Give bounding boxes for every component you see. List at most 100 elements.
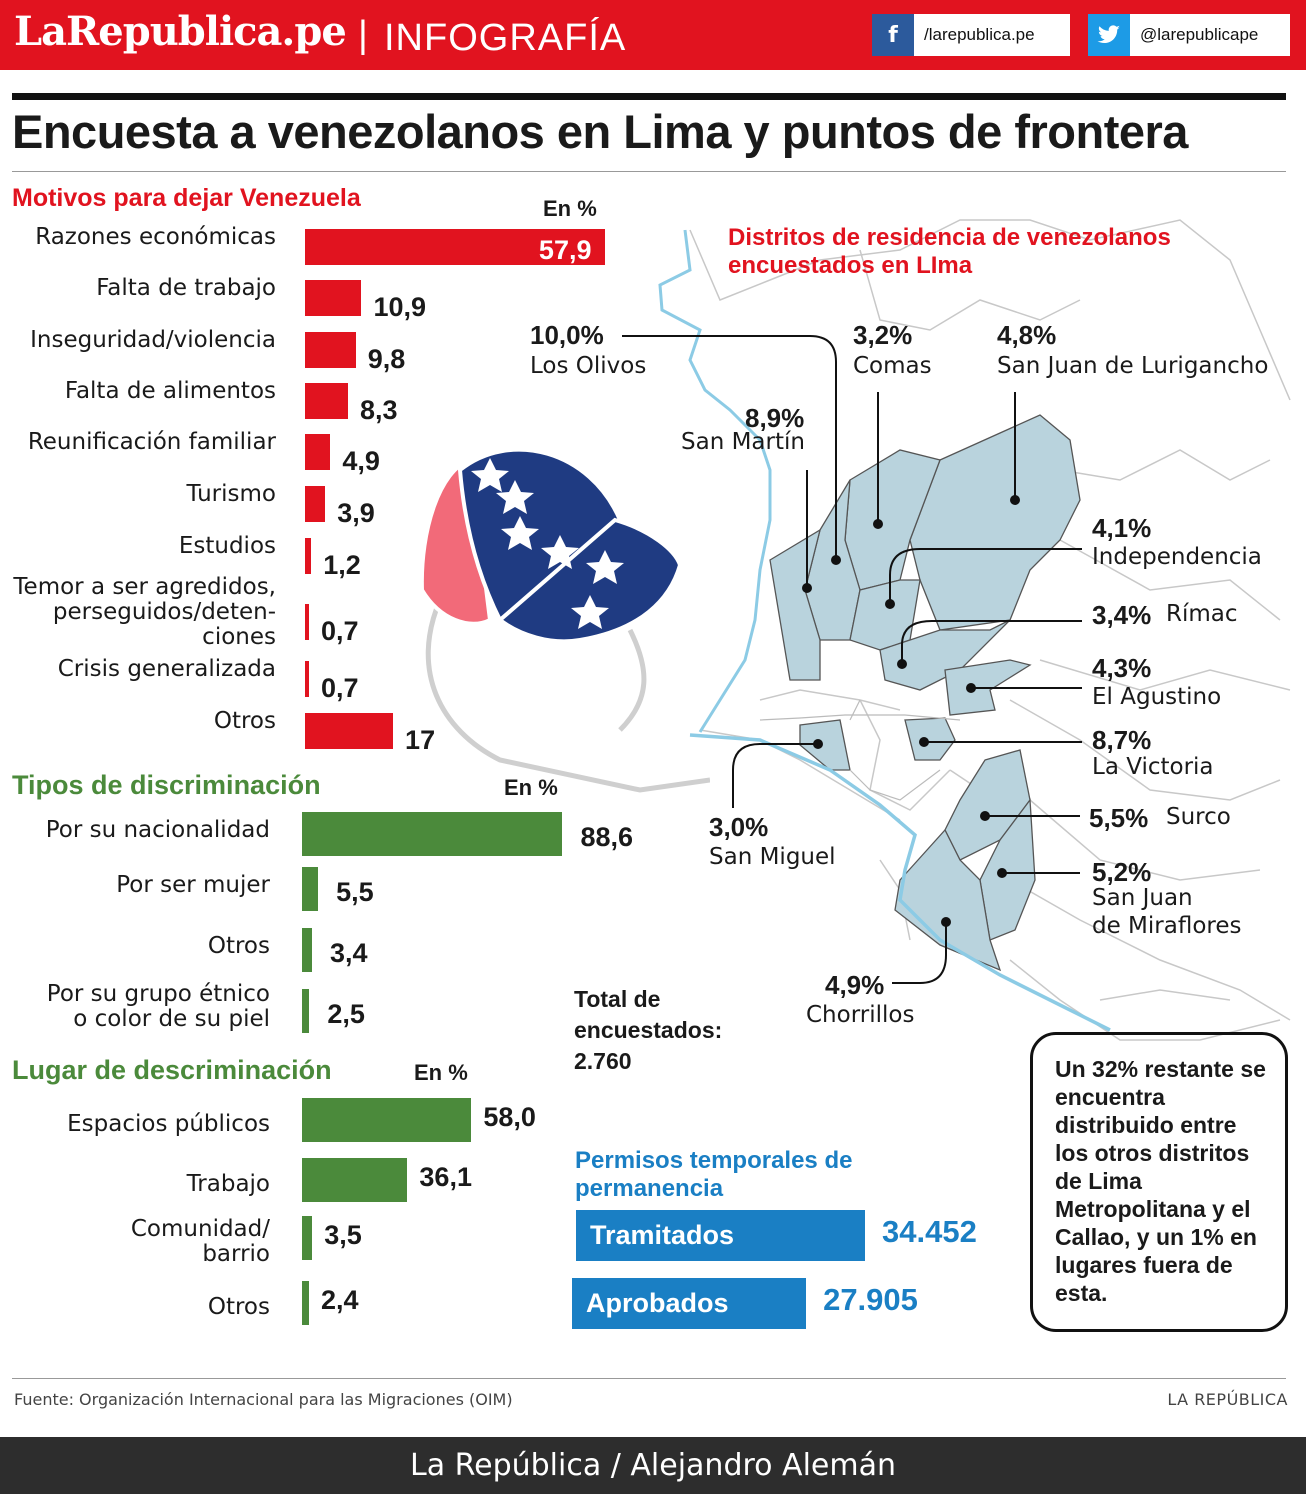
category-label-line: perseguidos/deten- [52,598,276,625]
category-label: Otros [208,1294,270,1320]
district-percent: 5,2% [1092,857,1152,887]
data-label: 5,5 [336,877,374,907]
data-label: 2,5 [327,999,365,1029]
note-box: Un 32% restante se encuentra distribuido… [1030,1032,1288,1332]
motivos-unit: En % [543,196,597,221]
outer-district-lines [689,219,1291,1041]
district-percent: 4,8% [997,320,1057,350]
district-name: Surco [1166,804,1231,830]
facebook-link[interactable]: f /larepublica.pe [872,14,1070,56]
district-name: Comas [853,353,932,379]
category-label: Otros [207,932,270,959]
category-label-line: Espacios públicos [67,1110,270,1137]
source-note: Fuente: Organización Internacional para … [14,1390,513,1409]
star-icons [471,458,624,629]
data-label: 58,0 [483,1102,536,1132]
permisos-title: Permisos temporales de permanencia [575,1147,853,1202]
tipos-unit: En % [504,775,558,800]
total-value: 2.760 [574,1048,632,1074]
category-label: Por ser mujer [116,871,270,898]
district-percent: 3,4% [1092,600,1152,630]
category-label-line: Estudios [178,532,276,559]
category-label-line: ciones [202,623,276,650]
category-label: Turismo [187,481,276,507]
callout-lines [622,335,1082,984]
brand-separator: | [358,14,368,56]
neutral-district-lines [759,699,961,801]
category-label: Crisis generalizada [57,655,276,682]
bar [305,229,605,265]
category-label-line: Trabajo [186,1170,270,1197]
category-label: Falta de alimentos [65,378,276,404]
category-label-line: Por ser mujer [116,871,270,898]
bar [302,1098,472,1142]
lugar-unit: En % [414,1060,468,1085]
data-label: 8,3 [359,395,398,425]
bar [302,867,319,911]
permit-bar: Aprobados [572,1278,807,1329]
category-label: Falta de trabajo [96,275,276,301]
permit-value: 27.905 [823,1282,918,1317]
permit-bar: Tramitados [576,1210,865,1261]
title-rule [12,93,1286,100]
header-bar: LaRepublica.pe | INFOGRAFÍA f /larepubli… [0,0,1306,70]
district-percent: 4,3% [1092,653,1152,683]
twitter-handle: @larepublicape [1140,25,1259,44]
total-respondents: Total de encuestados: 2.760 [574,984,722,1077]
facebook-handle: /larepublica.pe [924,25,1035,44]
category-label-line: Inseguridad/violencia [30,326,276,353]
footer-rule [12,1378,1286,1379]
data-label: 36,1 [419,1162,472,1192]
total-label-1: Total de [574,986,661,1012]
bar [302,812,563,856]
credit-bar: La República / Alejandro Alemán [0,1437,1306,1494]
category-label-line: Temor a ser agredidos, [13,573,276,600]
lugar-title: Lugar de descriminación [12,1055,332,1085]
river [658,229,772,733]
bar [305,434,331,470]
district-name: San Miguel [709,844,836,870]
data-label: 9,8 [367,344,406,374]
highlighted-districts [769,414,1081,972]
data-label: 57,9 [538,235,592,265]
bar [302,1281,309,1325]
data-label: 3,4 [329,938,368,968]
district-san-juan-de-lurigancho [909,414,1081,631]
bar [305,713,394,749]
district-la-victoria [904,717,956,761]
category-label: Estudios [178,532,276,559]
section-tag: INFOGRAFÍA [384,17,627,59]
district-san-miguel [799,719,851,771]
data-label: 88,6 [580,822,634,852]
category-label: Inseguridad/violencia [30,326,276,353]
data-label: 17 [405,725,436,755]
category-label-line: Otros [207,932,270,959]
bar [305,604,309,640]
total-label-2: encuestados: [574,1017,723,1043]
callout-dots [802,495,1020,927]
bar [302,1216,313,1260]
bar [305,383,348,419]
category-label-line: Razones económicas [35,223,276,250]
category-label: Razones económicas [35,223,276,250]
category-label: Por su grupo étnico o color de su piel [47,982,270,1032]
title-underline [12,171,1286,172]
category-label-line: Crisis generalizada [57,655,276,682]
district-name: San Juan de Miraflores [1092,884,1242,940]
district-percent: 4,1% [1092,513,1152,543]
district-chorrillos [894,828,1002,972]
bar [302,928,312,972]
twitter-link[interactable]: @larepublicape [1088,14,1290,56]
district-percent: 8,9% [745,403,805,433]
category-label: Reunificación familiar [28,429,276,455]
brand-logo[interactable]: LaRepublica.pe [14,8,347,55]
data-label: 0,7 [321,616,359,646]
data-label: 10,9 [373,292,427,322]
venezuela-cap-illustration [419,447,710,793]
district-name: Chorrillos [806,1002,915,1028]
bar [302,1158,408,1202]
category-label-line: o color de su piel [73,1006,270,1032]
district-name-line: San Juan [1092,885,1193,911]
tipos-title: Tipos de discriminación [12,770,321,800]
